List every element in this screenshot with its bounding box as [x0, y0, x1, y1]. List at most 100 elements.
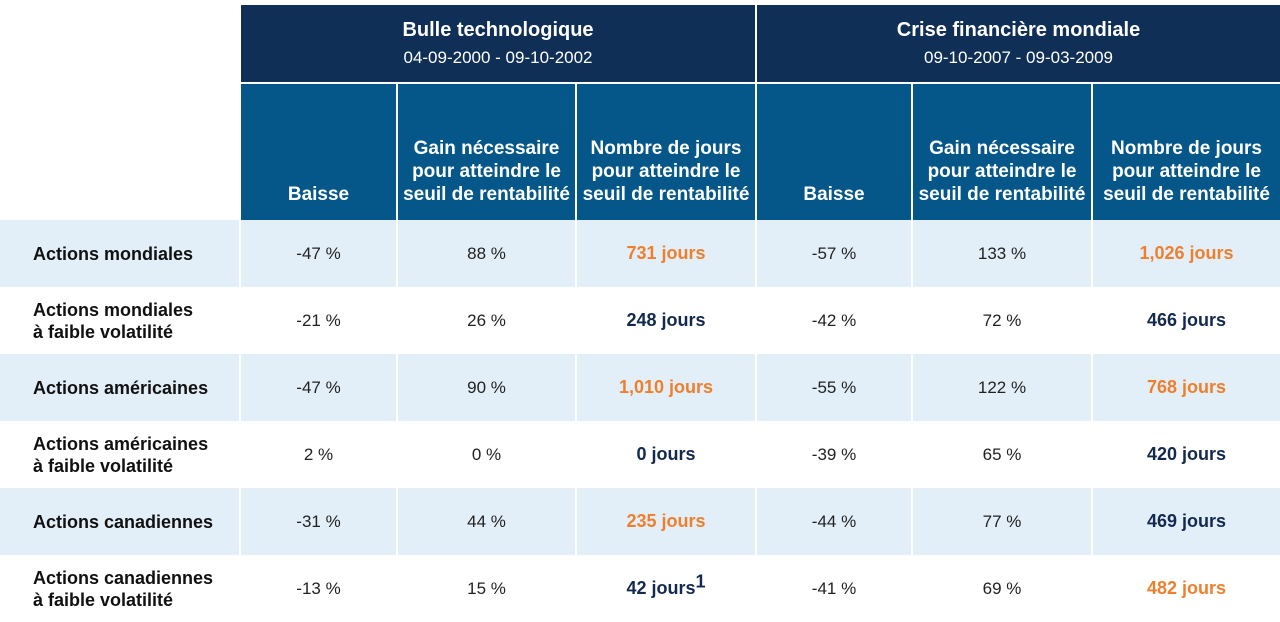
table-cell: 69 %: [911, 555, 1092, 622]
table-cell: 248 jours: [575, 287, 756, 354]
corner-cell: [0, 0, 240, 220]
cell-value: -39 %: [811, 444, 857, 464]
cell-value: 0 jours: [636, 444, 696, 464]
row-label: Actions américaines: [0, 354, 240, 421]
table-cell: 77 %: [911, 488, 1092, 555]
table-cell: 42 jours1: [575, 555, 756, 622]
table-row: Actions canadiennes -31 % 44 % 235 jours -44…: [0, 488, 1280, 555]
cell-value: 72 %: [982, 310, 1022, 330]
table-cell: 26 %: [396, 287, 576, 354]
cell-value: 15 %: [467, 578, 506, 598]
table-cell: 1,010 jours: [575, 354, 756, 421]
row-label: Actions mondiales à faible volatilité: [0, 287, 240, 354]
column-header-decline: Baisse: [239, 82, 397, 220]
group-header-tech-bubble: Bulle technologique 04-09-2000 - 09-10-2…: [239, 0, 756, 83]
table-cell: -55 %: [755, 354, 912, 421]
table-cell: 72 %: [911, 287, 1092, 354]
table-row: Actions canadiennes à faible volatilité -1…: [0, 555, 1280, 622]
row-label: Actions canadiennes à faible volatilité: [0, 555, 240, 622]
table-cell: 88 %: [396, 220, 576, 287]
cell-value: 42 jours: [626, 578, 696, 598]
table-cell: 65 %: [911, 421, 1092, 488]
group-header-row: Bulle technologique 04-09-2000 - 09-10-2…: [0, 0, 1280, 220]
table-body: Actions mondiales -47 % 88 % 731 jours -57 %…: [0, 220, 1280, 622]
cell-value: 44 %: [467, 511, 506, 531]
group-header-financial-crisis: Crise financière mondiale 09-10-2007 - 0…: [754, 0, 1280, 83]
table-cell: 0 jours: [575, 421, 756, 488]
cell-value: -55 %: [811, 377, 857, 397]
row-label: Actions américaines à faible volatilité: [0, 421, 240, 488]
cell-value: 2 %: [303, 444, 334, 464]
table-cell: 768 jours: [1090, 354, 1280, 421]
table-cell: -13 %: [239, 555, 397, 622]
row-label-line: Actions mondiales: [33, 299, 194, 320]
group-title: Bulle technologique: [402, 18, 594, 41]
table-cell: 15 %: [396, 555, 576, 622]
table-row: Actions mondiales à faible volatilité -21 …: [0, 287, 1280, 354]
table-cell: 235 jours: [575, 488, 756, 555]
table-row: Actions mondiales -47 % 88 % 731 jours -57 %…: [0, 220, 1280, 287]
table-cell: 2 %: [239, 421, 397, 488]
row-label-line: Actions américaines: [33, 377, 209, 398]
cell-value: 69 %: [982, 578, 1022, 598]
table-cell: 420 jours: [1090, 421, 1280, 488]
table-cell: 731 jours: [575, 220, 756, 287]
cell-value: 469 jours: [1146, 511, 1227, 531]
cell-value: -44 %: [811, 511, 857, 531]
cell-value: -42 %: [811, 310, 857, 330]
cell-value: 420 jours: [1146, 444, 1227, 464]
row-label-line: Actions canadiennes: [33, 567, 214, 588]
row-label-line: Actions mondiales: [33, 243, 194, 264]
cell-value: 482 jours: [1146, 578, 1227, 598]
table-cell: -21 %: [239, 287, 397, 354]
table-cell: -41 %: [755, 555, 912, 622]
cell-value: -47 %: [296, 377, 341, 397]
table-row: Actions américaines à faible volatilité 2 …: [0, 421, 1280, 488]
table-cell: -47 %: [239, 220, 397, 287]
row-label-line: à faible volatilité: [33, 455, 174, 476]
table-cell: 469 jours: [1090, 488, 1280, 555]
cell-value: 133 %: [977, 243, 1027, 263]
cell-value: 1,010 jours: [618, 377, 714, 397]
column-header-gain: Gain nécessaire pour atteindre le seuil …: [396, 82, 576, 220]
table-cell: 1,026 jours: [1090, 220, 1280, 287]
table-cell: 44 %: [396, 488, 576, 555]
row-label-line: à faible volatilité: [33, 321, 174, 342]
table-cell: -47 %: [239, 354, 397, 421]
column-header-days: Nombre de jours pour atteindre le seuil …: [1090, 82, 1280, 220]
table-cell: 122 %: [911, 354, 1092, 421]
table-cell: 482 jours: [1090, 555, 1280, 622]
cell-value: 77 %: [982, 511, 1022, 531]
table-cell: -57 %: [755, 220, 912, 287]
row-label-line: Actions américaines: [33, 433, 209, 454]
row-label-line: Actions canadiennes: [33, 511, 214, 532]
table-cell: -39 %: [755, 421, 912, 488]
cell-value: -47 %: [296, 243, 341, 263]
table-cell: -44 %: [755, 488, 912, 555]
column-header-days: Nombre de jours pour atteindre le seuil …: [575, 82, 756, 220]
cell-value: 90 %: [467, 377, 506, 397]
cell-value: 26 %: [467, 310, 506, 330]
footnote-marker: 1: [695, 571, 706, 592]
cell-value: -21 %: [296, 310, 341, 330]
cell-value: -13 %: [296, 578, 341, 598]
cell-value: 1,026 jours: [1139, 243, 1234, 263]
cell-value: 248 jours: [626, 310, 706, 330]
cell-value: -41 %: [811, 578, 857, 598]
cell-value: 235 jours: [626, 511, 706, 531]
row-label: Actions mondiales: [0, 220, 240, 287]
row-label-line: à faible volatilité: [33, 589, 174, 610]
table-cell: -31 %: [239, 488, 397, 555]
cell-value: 122 %: [977, 377, 1027, 397]
group-dates: 04-09-2000 - 09-10-2002: [403, 47, 593, 67]
cell-value: 768 jours: [1146, 377, 1227, 397]
table-cell: 466 jours: [1090, 287, 1280, 354]
column-header-gain: Gain nécessaire pour atteindre le seuil …: [911, 82, 1092, 220]
group-title: Crise financière mondiale: [896, 18, 1141, 41]
table-cell: 90 %: [396, 354, 576, 421]
column-header-row: Baisse Gain nécessaire pour atteindre le…: [0, 82, 1280, 220]
table-cell: 0 %: [396, 421, 576, 488]
cell-value: -31 %: [296, 511, 341, 531]
cell-value: 466 jours: [1146, 310, 1227, 330]
